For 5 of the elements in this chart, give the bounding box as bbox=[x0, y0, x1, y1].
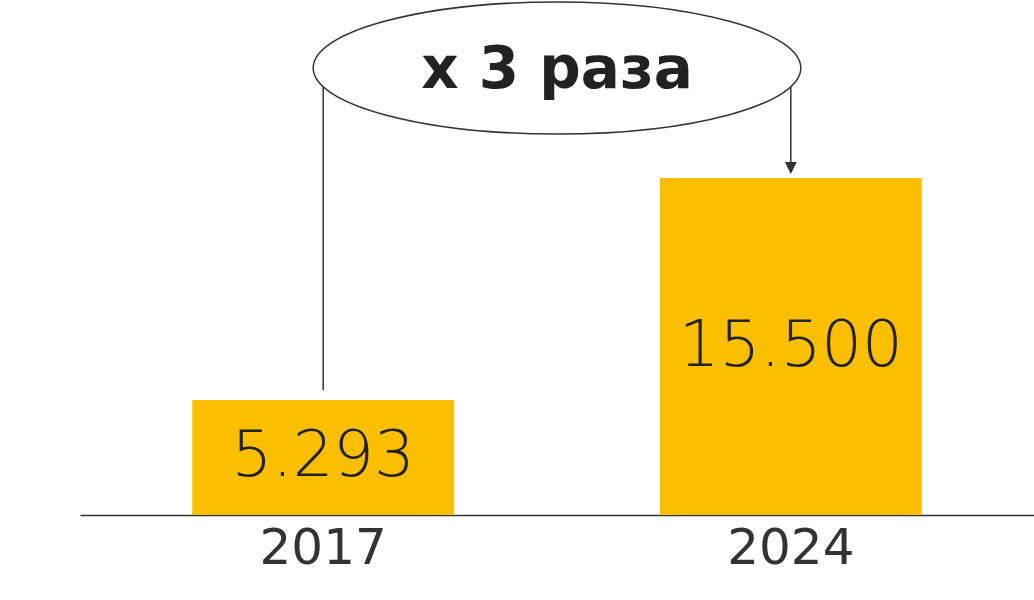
x-tick-label: 2024 bbox=[727, 517, 855, 576]
text: x 3 раза bbox=[421, 34, 693, 102]
x-tick-label: 2017 bbox=[259, 517, 387, 576]
data-label: 15.500 bbox=[678, 306, 903, 381]
data-label: 5.293 bbox=[231, 417, 415, 492]
